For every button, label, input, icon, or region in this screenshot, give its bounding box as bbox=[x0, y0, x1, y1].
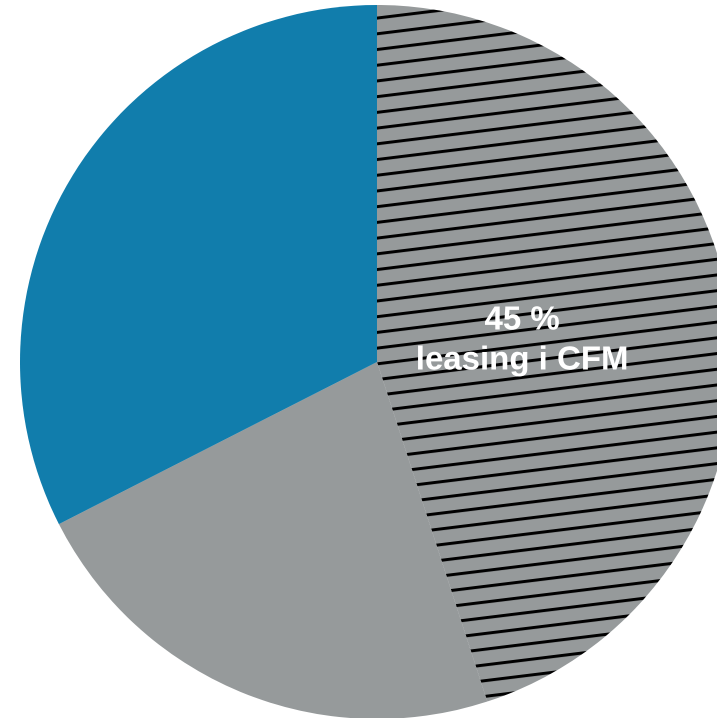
pie-slice-1 bbox=[377, 5, 717, 702]
pie-slice-3 bbox=[20, 5, 378, 525]
pie-labels: 45 %leasing i CFM bbox=[416, 299, 629, 376]
slice-1-label-line-1: 45 % bbox=[485, 299, 560, 336]
pie-slices bbox=[20, 5, 717, 718]
pie-slice-2 bbox=[58, 362, 488, 718]
slice-1-label-line-2: leasing i CFM bbox=[416, 339, 629, 376]
